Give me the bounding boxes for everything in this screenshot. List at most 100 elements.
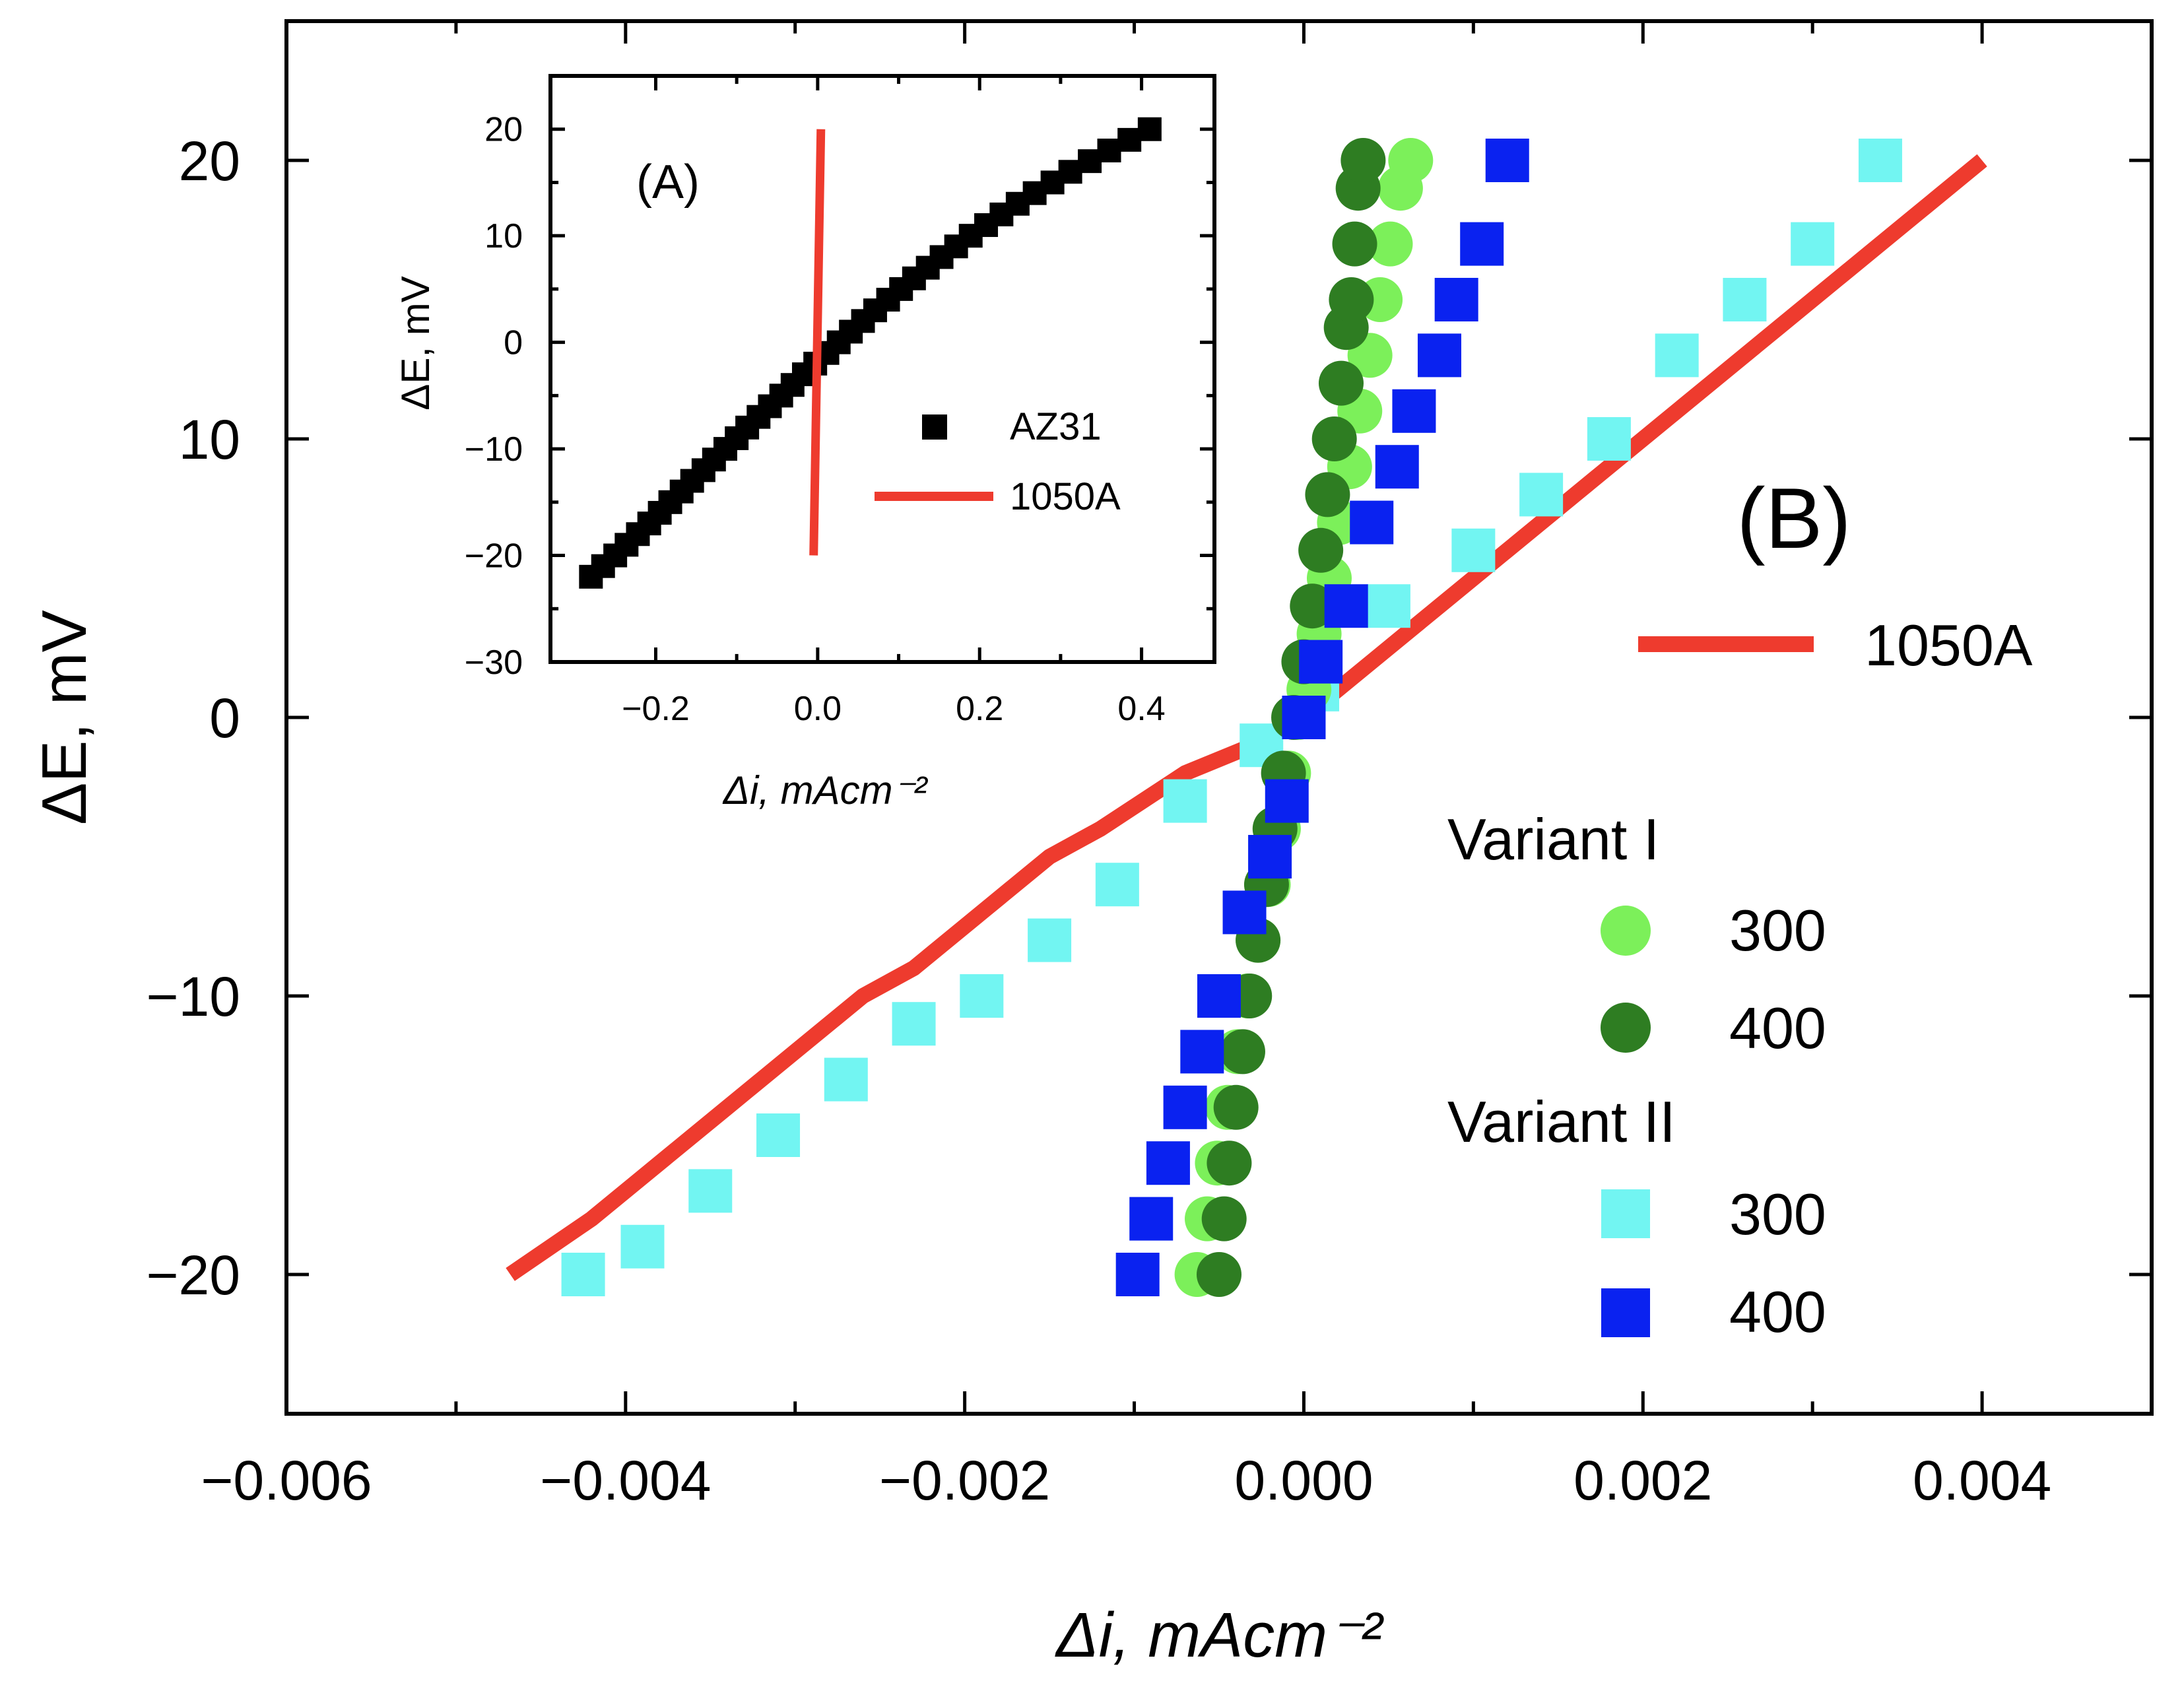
main-point-v2_300 [1366,584,1410,628]
main-point-v2_400 [1375,445,1419,489]
main-point-v2_300 [824,1057,868,1102]
main-point-v1_400 [1213,1084,1259,1130]
main-x-tick-label: −0.006 [201,1449,372,1511]
inset-point-az31 [1097,139,1121,163]
main-tick-labels: −0.006 −0.004 −0.002 0.000 0.002 0.004 −20 −10 0… [147,130,2052,1511]
main-legend: 1050A Variant I 300 400 Variant II 300 4… [1447,612,2033,1344]
main-point-v1_400 [1340,138,1386,183]
inset-y-tick-label: 20 [484,111,523,149]
inset-point-az31 [1117,127,1142,152]
main-point-v2_300 [756,1113,801,1157]
main-point-v2_300 [688,1169,733,1213]
main-point-v1_300 [1388,138,1434,183]
inset-ylabel-text: ΔE, mV [393,276,438,410]
main-point-v2_400 [1180,1030,1224,1074]
main-point-v2_300 [1587,417,1631,461]
main-point-v2_300 [1163,779,1207,823]
legend-group-variant-1: Variant I [1447,807,1659,872]
main-point-v2_400 [1485,139,1529,182]
main-point-v2_400 [1265,779,1309,823]
main-x-axis-label: Δi, mAcm⁻² [1055,1600,1384,1670]
inset-tick-labels: −0.2 0.0 0.2 0.4 −30 −20 −10 0 10 20 [465,111,1166,728]
main-point-v2_400 [1115,1253,1160,1296]
main-series-v1_400 [1197,138,1386,1297]
main-point-v2_300 [1028,918,1072,962]
main-point-v1_400 [1201,1196,1247,1241]
main-x-tick-label: 0.002 [1573,1449,1712,1511]
main-point-v1_400 [1207,1141,1252,1186]
inset-line-a1050_inset [809,129,826,556]
main-point-v2_400 [1417,333,1461,378]
main-point-v2_400 [1350,500,1394,545]
main-point-v2_400 [1163,1085,1207,1129]
main-panel-label: (B) [1737,470,1851,566]
main-point-v2_400 [1282,696,1326,739]
main-point-v2_300 [1095,863,1139,907]
inset-y-tick-label: −10 [465,430,523,469]
inset-plot: −0.2 0.0 0.2 0.4 −30 −20 −10 0 10 20 Δi, mAcm⁻² Δ… [393,74,1216,812]
inset-plot-frame [548,74,1216,664]
main-ylabel-text: ΔE, mV [29,610,100,825]
main-point-v2_300 [1858,139,1902,182]
legend-marker-v2-400 [1601,1288,1650,1337]
main-xlabel-text: Δi, mAcm⁻² [1055,1600,1384,1670]
main-y-axis-label: ΔE, mV [29,610,100,825]
inset-x-tick-label: 0.0 [794,690,842,728]
main-point-v1_400 [1329,277,1374,322]
inset-y-tick-label: 10 [484,217,523,255]
legend-label-v2-300: 300 [1729,1181,1826,1247]
inset-ticks [550,76,1214,664]
main-point-v2_400 [1460,222,1504,266]
legend-marker-v1-400 [1601,1003,1651,1053]
main-series-v2_300 [561,139,1902,1296]
main-series-layer [506,138,1987,1297]
legend-marker-v2-300 [1601,1189,1650,1238]
legend-group-variant-2: Variant II [1447,1089,1676,1154]
main-point-v2_300 [620,1224,665,1269]
main-y-tick-label: 0 [209,687,240,749]
inset-x-tick-label: 0.2 [956,690,1003,728]
main-y-tick-label: 10 [179,409,240,471]
main-y-tick-label: −10 [147,966,241,1028]
main-point-v2_300 [1791,222,1835,266]
legend-label-1050A: 1050A [1865,612,2033,678]
inset-y-tick-label: −30 [465,644,523,682]
main-point-v2_400 [1197,974,1241,1018]
main-ticks [284,21,2152,1414]
inset-series-a1050_inset [809,129,826,556]
legend-label-v1-400: 400 [1729,995,1826,1061]
legend-label-v1-300: 300 [1729,898,1826,963]
inset-legend-label-1050A: 1050A [1010,475,1121,518]
inset-series-layer [579,117,1162,589]
inset-x-tick-label: 0.4 [1117,690,1165,728]
main-x-tick-label: 0.004 [1913,1449,2051,1511]
main-plot: −0.006 −0.004 −0.002 0.000 0.002 0.004 −20 −10 0… [29,19,2154,1670]
main-point-v1_400 [1298,527,1344,573]
inset-y-tick-label: −20 [465,537,523,576]
main-point-v2_300 [561,1253,605,1296]
inset-series-az31 [579,117,1162,589]
inset-legend-marker-az31 [922,414,947,440]
inset-x-tick-label: −0.2 [622,690,690,728]
main-point-v1_400 [1220,1029,1265,1075]
main-y-tick-label: 20 [179,130,240,192]
main-point-v2_400 [1434,278,1478,321]
main-point-v2_300 [1655,333,1699,378]
main-x-tick-label: 0.000 [1234,1449,1373,1511]
main-x-tick-label: −0.002 [879,1449,1050,1511]
legend-marker-v1-300 [1601,906,1651,956]
legend-label-v2-400: 400 [1729,1279,1826,1344]
main-point-v2_400 [1324,584,1368,628]
inset-y-axis-label: ΔE, mV [393,276,438,410]
inset-legend-label-az31: AZ31 [1010,405,1102,448]
inset-x-axis-label: Δi, mAcm⁻² [722,768,929,812]
main-point-v2_300 [892,1002,936,1046]
main-point-v1_400 [1305,472,1350,517]
inset-legend: AZ31 1050A [875,405,1121,518]
main-x-tick-label: −0.004 [540,1449,711,1511]
main-point-v1_400 [1332,221,1377,267]
inset-point-az31 [1137,117,1162,141]
main-point-v1_400 [1197,1252,1241,1297]
main-point-v2_400 [1248,835,1292,878]
